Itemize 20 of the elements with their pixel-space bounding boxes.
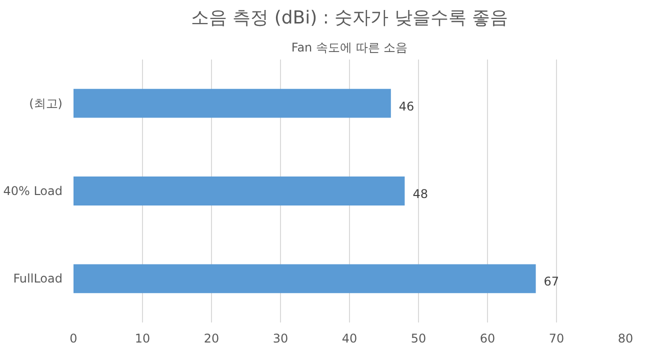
x-tick-label: 60 <box>480 332 496 346</box>
x-tick-label: 50 <box>410 332 426 346</box>
chart-subtitle: Fan 속도에 따른 소음 <box>291 40 408 54</box>
x-tick-label: 20 <box>204 332 220 346</box>
data-label: 67 <box>544 274 560 289</box>
chart-title: 소음 측정 (dBi) : 숫자가 낮을수록 좋음 <box>190 8 508 28</box>
y-tick-label: 40% Load <box>3 184 63 198</box>
x-tick-label: 0 <box>70 332 78 346</box>
x-tick-label: 80 <box>618 332 634 346</box>
y-tick-label: FullLoad <box>13 272 63 286</box>
y-tick-label: (최고) <box>29 96 63 110</box>
bar <box>74 88 391 118</box>
x-tick-label: 70 <box>548 332 564 346</box>
bar <box>74 176 405 206</box>
bar <box>74 264 536 294</box>
x-tick-label: 10 <box>134 332 150 346</box>
x-tick-label: 40 <box>342 332 358 346</box>
data-label: 46 <box>398 99 414 114</box>
data-label: 48 <box>412 187 428 201</box>
x-tick-label: 30 <box>272 332 288 346</box>
